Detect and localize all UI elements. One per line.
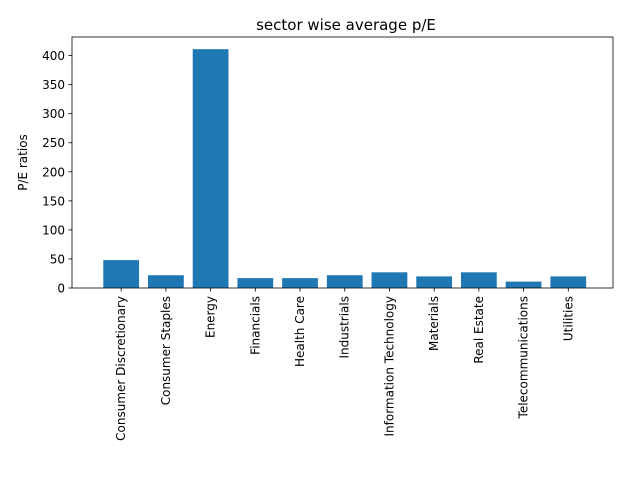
bar-materials <box>416 276 453 288</box>
bar-consumer-discretionary <box>103 260 140 288</box>
y-tick-label: 250 <box>42 136 65 150</box>
chart-title: sector wise average p/E <box>256 16 436 34</box>
bar-health-care <box>282 278 318 288</box>
x-tick-label: Telecommunications <box>517 296 531 419</box>
y-axis-label: P/E ratios <box>16 134 30 191</box>
x-tick-label: Health Care <box>293 296 307 367</box>
y-tick-label: 100 <box>42 223 65 237</box>
x-tick-label: Financials <box>248 296 262 355</box>
bar-energy <box>192 49 229 289</box>
y-tick-label: 200 <box>42 165 65 179</box>
x-tick-label: Real Estate <box>472 296 486 364</box>
bar-utilities <box>550 276 587 288</box>
bar-information-technology <box>371 272 408 288</box>
bar-financials <box>237 278 274 288</box>
bars-group <box>103 49 587 289</box>
x-tick-label: Consumer Staples <box>159 296 173 405</box>
y-tick-label: 400 <box>42 49 65 63</box>
bar-industrials <box>326 275 363 288</box>
x-tick-label: Information Technology <box>382 296 396 437</box>
y-tick-label: 350 <box>42 78 65 92</box>
y-tick-label: 150 <box>42 194 65 208</box>
bar-telecommunications <box>505 281 542 288</box>
x-tick-label: Materials <box>427 296 441 351</box>
y-tick-label: 0 <box>57 282 65 296</box>
y-tick-label: 300 <box>42 107 65 121</box>
bar-real-estate <box>460 272 497 288</box>
y-tick-label: 50 <box>50 252 65 266</box>
x-tick-label: Utilities <box>561 296 575 341</box>
x-tick-label: Consumer Discretionary <box>114 296 128 441</box>
x-tick-label: Industrials <box>338 296 352 359</box>
plot-area-frame <box>71 36 614 289</box>
x-tick-label: Energy <box>204 296 218 338</box>
bar-consumer-staples <box>148 275 184 288</box>
y-axis-ticks: 0 50 100 150 200 250 300 350 400 <box>42 49 72 296</box>
x-axis-ticks: Consumer Discretionary Consumer Staples En… <box>114 288 575 441</box>
